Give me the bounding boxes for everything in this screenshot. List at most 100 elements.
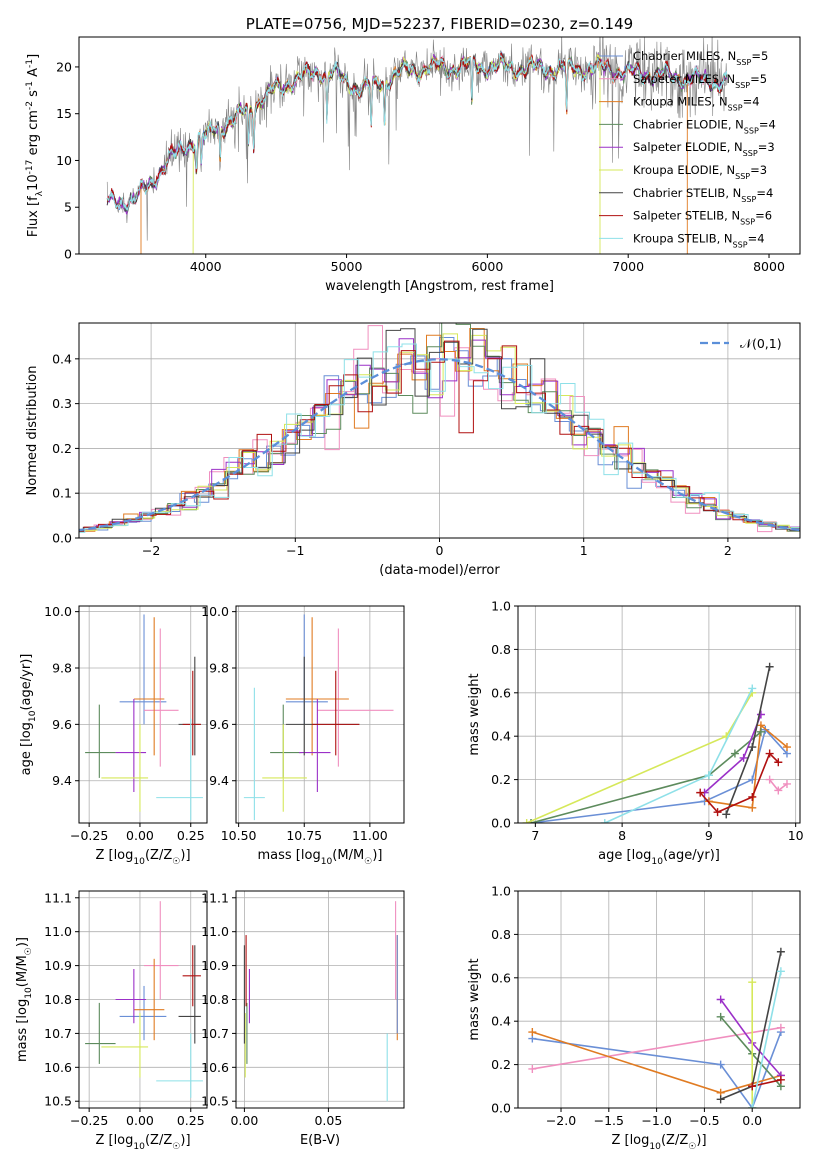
y-tick-label: 1.0 [491,599,511,614]
residual-histogram [79,340,800,533]
y-tick-label: 9.8 [209,661,229,676]
axes-frame [517,890,801,1109]
weight-line [530,731,762,823]
axes-age-vs-Z: −0.25 0.00 0.25 9.4 9.6 9.8 10.0 Z [log10(Z/Z☉)… [19,604,208,867]
y-tick-label: 0.1 [52,486,72,501]
x-tick-label: 0.05 [314,1113,342,1128]
y-tick-label: 5 [64,200,72,215]
weight-marker [756,727,765,736]
weight-marker [776,967,785,976]
weight-marker [716,995,725,1004]
plot-area [106,37,728,254]
y-tick-label: 10.0 [201,604,229,619]
x-tick-label: 5000 [331,259,363,274]
axes-mass-vs-Z: −0.25 0.00 0.25 10.5 10.6 10.7 10.8 10.9 11.0 11.… [15,890,208,1152]
x-tick-label: −2 [142,543,160,558]
x-tick-label: −1.0 [641,1113,671,1128]
x-tick-label: 0.0 [742,1113,762,1128]
y-tick-label: 10.0 [44,604,72,619]
legend-label: Chabrier STELIB, NSSP=4 [633,186,773,204]
model-spectrum [106,54,728,211]
weight-line [532,1026,782,1070]
y-tick-label: 10.8 [44,992,72,1007]
x-tick-label: 6000 [471,259,503,274]
legend-label: 𝒩(0,1) [740,336,782,351]
y-tick-label: 10.5 [201,1094,229,1109]
weight-marker [716,1012,725,1021]
plot-area [522,662,791,823]
weight-marker [748,1104,757,1108]
x-axis-label: age [log10(age/yr)] [598,848,720,867]
x-tick-label: −1 [286,543,304,558]
plot-area [243,901,398,1102]
x-tick-label: −0.5 [689,1113,719,1128]
y-axis-label: mass weight [467,673,482,755]
y-tick-label: 11.1 [201,890,229,905]
y-tick-label: 0.4 [491,729,511,744]
y-tick-label: 0.2 [491,1057,511,1072]
y-tick-label: 0.8 [491,642,511,657]
x-tick-label: 2 [724,543,732,558]
x-tick-label: −0.25 [70,828,108,843]
legend-label: Kroupa MILES, NSSP=4 [633,95,760,113]
weight-marker [748,684,757,693]
weight-marker [756,710,765,719]
legend-label: Salpeter ELODIE, NSSP=3 [633,140,775,158]
y-tick-label: 9.4 [52,773,72,788]
y-tick-label: 9.8 [52,661,72,676]
y-tick-label: 10 [56,153,72,168]
y-axis-label: Normed distribution [25,366,40,496]
y-tick-label: 0.4 [491,1014,511,1029]
weight-marker [522,819,531,823]
normal-curve [79,358,800,532]
chart-title: PLATE=0756, MJD=52237, FIBERID=0230, z=0… [246,15,633,33]
y-tick-label: 20 [56,59,72,74]
x-tick-label: 8 [618,828,626,843]
weight-marker [782,779,791,788]
weight-marker [716,1095,725,1104]
weight-marker [528,1064,537,1073]
weight-marker [748,803,757,812]
y-tick-label: 10.9 [44,958,72,973]
y-tick-label: 11.1 [44,890,72,905]
y-axis-label: mass weight [467,958,482,1040]
y-tick-label: 10.6 [201,1060,229,1075]
x-axis-label: (data-model)/error [379,563,500,578]
x-tick-label: 10.75 [286,828,322,843]
y-tick-label: 0.3 [52,396,72,411]
model-spectrum [140,55,688,254]
x-tick-label: −0.25 [70,1113,108,1128]
x-tick-label: 10.50 [221,828,257,843]
axes-mass-weight-vs-Z: −2.0 −1.5 −1.0 −0.5 0.0 0.0 0.2 0.4 0.6 0.8 1.0 Z [… [467,884,801,1152]
weight-marker [748,978,757,987]
weight-marker [528,1028,537,1037]
weight-marker [730,749,739,758]
x-tick-label: 8000 [753,259,785,274]
weight-marker [776,1075,785,1084]
y-tick-label: 9.4 [209,773,229,788]
plot-area [528,947,785,1108]
axes-frame [78,605,208,824]
y-tick-label: 10.6 [44,1060,72,1075]
axes-mass-vs-ebv: 0.00 0.05 10.5 10.6 10.7 10.8 10.9 11.0 11.1 E(B-… [201,890,405,1148]
y-axis-label: age [log10(age/yr)] [19,654,38,776]
weight-marker [748,792,757,801]
weight-marker [782,743,791,752]
y-tick-label: 9.6 [52,717,72,732]
y-tick-label: 15 [56,106,72,121]
x-tick-label: 9 [705,828,713,843]
x-axis-label: wavelength [Angstrom, rest frame] [325,279,554,294]
x-tick-label: 0.00 [126,828,154,843]
axes-frame [517,605,801,824]
weight-marker [716,1060,725,1069]
x-tick-label: 7 [531,828,539,843]
legend-label: Kroupa STELIB, NSSP=4 [633,231,765,249]
y-tick-label: 10.7 [201,1026,229,1041]
weight-marker [776,947,785,956]
residual-histogram [79,343,800,533]
plot-area [79,323,800,533]
x-axis-label: Z [log10(Z/Z☉)] [611,1133,706,1152]
legend-label: Kroupa ELODIE, NSSP=3 [633,163,767,181]
axes-age-vs-mass: 10.50 10.75 11.00 9.4 9.6 9.8 10.0 mass [log10(… [201,604,405,867]
